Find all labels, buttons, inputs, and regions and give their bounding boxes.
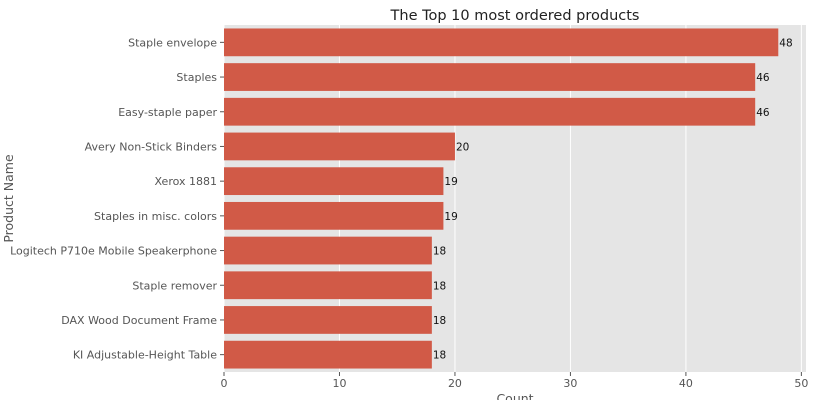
x-tick-label: 40 <box>679 377 693 390</box>
bar <box>224 201 444 230</box>
bars <box>224 28 779 369</box>
y-tick-label: Easy-staple paper <box>118 106 217 119</box>
y-tick-label: Avery Non-Stick Binders <box>85 140 218 153</box>
bar <box>224 63 756 91</box>
x-tick-label: 10 <box>332 377 346 390</box>
bar-value-label: 20 <box>456 141 469 153</box>
y-tick-label: Xerox 1881 <box>155 175 217 188</box>
x-axis-title: Count <box>496 391 533 400</box>
bar <box>224 28 779 57</box>
bar-value-label: 48 <box>779 37 792 49</box>
y-axis-title: Product Name <box>1 154 16 243</box>
bar <box>224 306 432 334</box>
bar <box>224 271 432 300</box>
bar-value-label: 19 <box>444 176 457 188</box>
bar-value-label: 46 <box>756 107 770 119</box>
x-axis-ticks: 0 10 20 30 40 50 <box>221 372 808 390</box>
bar-value-label: 46 <box>756 72 770 84</box>
x-tick-label: 50 <box>794 377 808 390</box>
y-tick-label: KI Adjustable-Height Table <box>73 349 217 362</box>
bar <box>224 132 455 161</box>
bar <box>224 236 432 265</box>
bar-value-label: 18 <box>433 315 446 327</box>
bar-value-label: 18 <box>433 280 446 292</box>
y-tick-label: Logitech P710e Mobile Speakerphone <box>10 245 217 258</box>
y-tick-label: Staple remover <box>132 279 217 292</box>
x-tick-label: 20 <box>448 377 462 390</box>
y-tick-label: DAX Wood Document Frame <box>61 314 217 327</box>
y-tick-label: Staples <box>176 71 217 84</box>
data-labels: 48 46 46 20 19 19 18 18 18 18 <box>433 37 793 361</box>
y-tick-label: Staples in misc. colors <box>94 210 217 223</box>
bar-value-label: 18 <box>433 246 446 258</box>
y-axis-ticks: Staple envelope Staples Easy-staple paper A… <box>10 36 224 362</box>
bar-value-label: 18 <box>433 350 446 362</box>
bar <box>224 340 432 369</box>
bar <box>224 167 444 196</box>
x-tick-label: 30 <box>563 377 577 390</box>
x-tick-label: 0 <box>221 377 228 390</box>
chart-title: The Top 10 most ordered products <box>390 8 640 24</box>
y-tick-label: Staple envelope <box>128 36 217 49</box>
bar <box>224 97 756 126</box>
bar-value-label: 19 <box>444 211 457 223</box>
